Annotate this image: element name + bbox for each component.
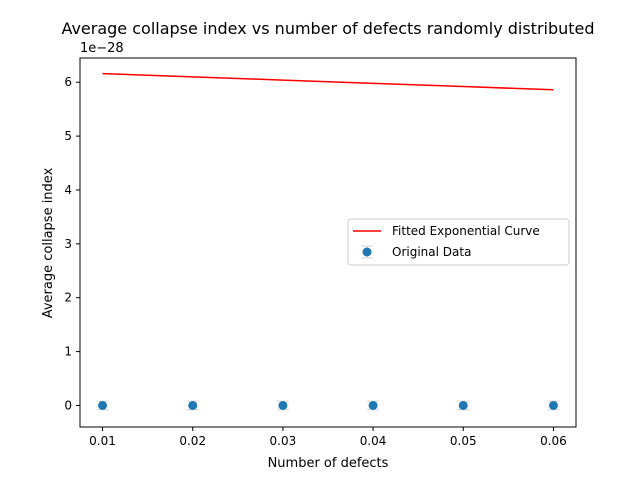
plot-frame <box>79 57 577 428</box>
x-tick-label: 0.05 <box>450 434 477 448</box>
y-tick-label: 0 <box>64 398 72 412</box>
chart-title: Average collapse index vs number of defe… <box>61 19 594 38</box>
data-point <box>548 400 558 410</box>
legend-swatch-original-data <box>362 247 372 257</box>
y-tick-label: 3 <box>64 237 72 251</box>
y-tick-label: 1 <box>64 345 72 359</box>
data-point <box>278 400 288 410</box>
y-tick-label: 4 <box>64 183 72 197</box>
legend: Fitted Exponential Curve Original Data <box>347 218 570 266</box>
y-scale-label: 1e−28 <box>80 41 124 56</box>
x-tick-label: 0.06 <box>540 434 567 448</box>
legend-box <box>347 218 570 266</box>
x-tick-label: 0.03 <box>270 434 297 448</box>
x-tick-label: 0.01 <box>89 434 116 448</box>
chart-marks <box>96 72 560 411</box>
fitted-curve-line <box>102 72 554 91</box>
data-point <box>98 400 108 410</box>
data-point <box>458 400 468 410</box>
y-axis-label: Average collapse index <box>41 167 56 318</box>
data-point <box>188 400 198 410</box>
x-tick-label: 0.04 <box>360 434 387 448</box>
y-tick-label: 2 <box>64 291 72 305</box>
legend-label-original-data: Original Data <box>392 245 471 259</box>
x-axis-label: Number of defects <box>268 456 389 471</box>
y-tick-label: 5 <box>64 129 72 143</box>
x-tick-label: 0.02 <box>179 434 206 448</box>
axes: 0.01 0.02 0.03 0.04 0.05 0.06 0 1 2 3 4 5 6 <box>64 57 577 448</box>
data-point <box>368 400 378 410</box>
y-tick-label: 6 <box>64 75 72 89</box>
legend-label-fitted-curve: Fitted Exponential Curve <box>392 224 540 238</box>
